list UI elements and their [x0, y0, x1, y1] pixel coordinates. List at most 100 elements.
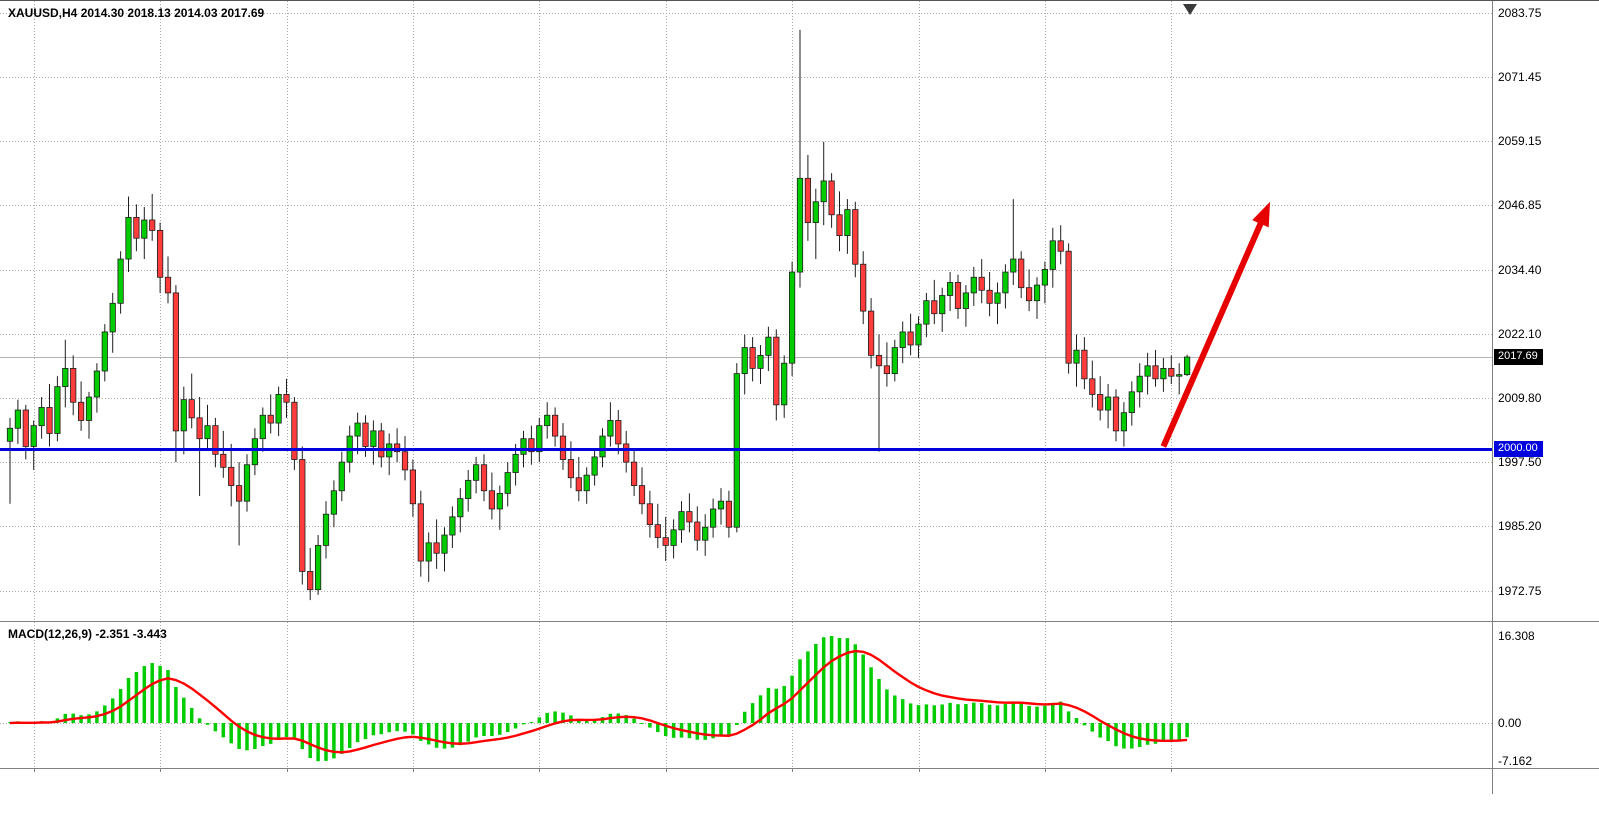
candle	[401, 451, 409, 471]
candle	[228, 466, 235, 486]
candle	[14, 409, 21, 429]
candle	[520, 438, 527, 455]
candle	[781, 362, 788, 406]
candle	[694, 521, 701, 541]
price-tick-label: 2059.15	[1498, 134, 1542, 149]
candle	[599, 435, 606, 458]
candle	[615, 420, 622, 445]
price-axis[interactable]: 2083.75 2071.45 2059.15 2046.85 2034.40 2022.…	[1493, 1, 1599, 769]
candle	[670, 529, 677, 546]
candle	[70, 367, 77, 403]
current-price-badge: 2017.69	[1494, 348, 1543, 365]
candle	[117, 258, 124, 304]
time-axis[interactable]: 11 Apr 202313 Apr 16:0018 Apr 08:0021 Ap…	[0, 769, 1599, 799]
candle	[939, 295, 946, 315]
candle	[220, 453, 227, 468]
macd-histogram	[8, 636, 1189, 762]
candle	[393, 443, 401, 453]
candle	[449, 516, 456, 536]
candle	[488, 490, 496, 510]
chart-shift-triangle-icon[interactable]	[1183, 4, 1197, 15]
candle	[860, 263, 867, 312]
candle	[433, 542, 440, 554]
hline-price-badge: 2000.00	[1494, 441, 1543, 458]
candle	[1073, 349, 1080, 364]
candle	[931, 300, 938, 315]
candle	[354, 422, 361, 437]
price-tick-label: 2071.45	[1498, 70, 1542, 85]
price-tick-label: 2034.40	[1498, 262, 1542, 277]
candle	[362, 422, 369, 447]
candle	[583, 474, 590, 492]
candle	[623, 443, 630, 463]
candle	[994, 292, 1001, 304]
price-tick-label: 1972.75	[1498, 584, 1542, 598]
candle	[954, 282, 962, 309]
candle	[1065, 250, 1072, 364]
candle	[54, 386, 61, 434]
candle	[1184, 356, 1191, 376]
candle	[1168, 367, 1175, 377]
price-tick-label: 2083.75	[1498, 6, 1542, 20]
candle	[370, 430, 377, 447]
price-tick-label: 2046.85	[1498, 198, 1542, 213]
candle	[552, 414, 559, 437]
candle	[1049, 240, 1056, 270]
candle	[638, 485, 646, 505]
candle	[1176, 374, 1183, 377]
candle	[773, 336, 780, 406]
candle	[725, 500, 733, 528]
candle	[378, 430, 385, 458]
candle	[188, 399, 195, 419]
candle	[480, 464, 488, 492]
candle	[1010, 258, 1017, 273]
candle	[314, 545, 322, 591]
candle	[164, 276, 172, 294]
candle	[465, 479, 472, 499]
candle	[678, 511, 685, 531]
candle	[1144, 365, 1151, 377]
candle	[322, 513, 330, 546]
macd-signal-line	[9, 649, 1188, 754]
candle	[22, 409, 29, 447]
candle	[575, 477, 582, 492]
candle	[978, 276, 985, 291]
candle	[291, 401, 298, 460]
candle	[46, 407, 53, 434]
candle	[267, 414, 274, 424]
candle	[1033, 284, 1041, 302]
candle	[457, 498, 464, 518]
candle	[891, 347, 898, 374]
candle	[101, 331, 108, 372]
candle	[836, 214, 843, 237]
candle	[1097, 394, 1104, 411]
price-tick-label: 2009.80	[1498, 391, 1542, 406]
candle	[1018, 258, 1025, 289]
trend-arrow-annotation[interactable]	[1160, 201, 1271, 448]
candle	[662, 537, 669, 546]
candle	[307, 571, 314, 591]
candle	[717, 500, 725, 510]
candle	[883, 365, 891, 374]
candle	[38, 407, 45, 427]
candle	[93, 370, 100, 398]
candle	[812, 201, 819, 223]
candle	[710, 508, 717, 528]
candle	[1105, 396, 1112, 411]
candle	[283, 394, 290, 403]
candle	[78, 401, 85, 421]
macd-tick-label: 0.00	[1498, 716, 1522, 730]
candle	[243, 464, 251, 502]
candle	[1128, 391, 1135, 414]
candle	[1136, 375, 1143, 393]
candle	[196, 417, 203, 440]
candle	[544, 414, 551, 427]
candle	[962, 292, 970, 309]
candle	[156, 230, 164, 278]
candle	[212, 425, 219, 455]
candle	[1057, 240, 1064, 252]
candle	[875, 354, 883, 367]
candle	[125, 216, 132, 260]
candle	[1089, 378, 1096, 395]
